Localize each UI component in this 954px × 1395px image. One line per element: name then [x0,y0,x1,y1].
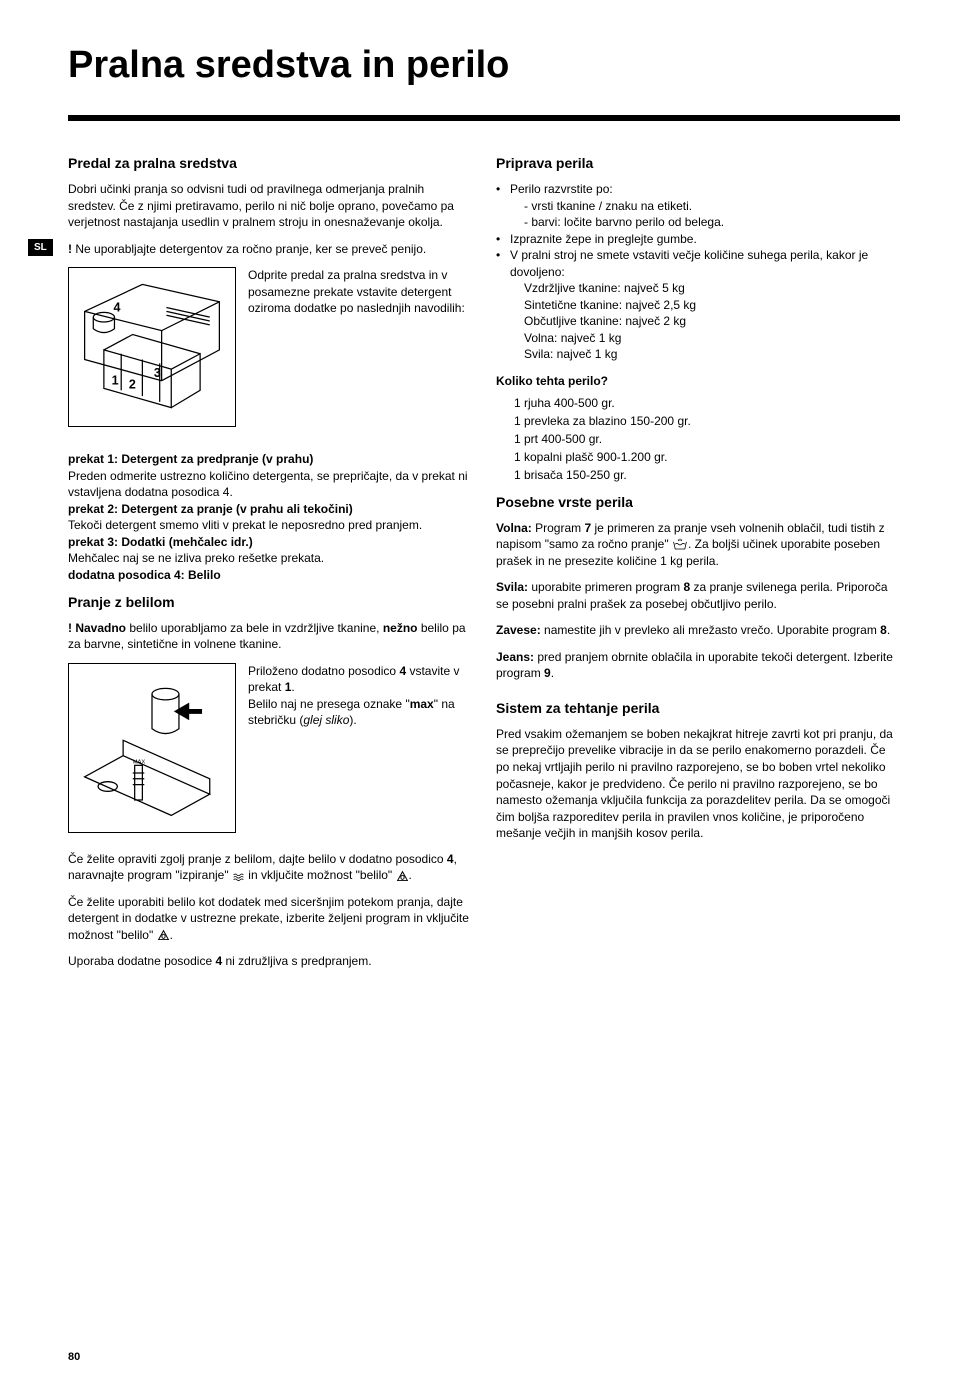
text: in vključite možnost "belilo" [248,868,395,882]
compartment-block: prekat 1: Detergent za predpranje (v pra… [68,451,472,583]
italic-text: glej sliko [303,713,349,727]
text: Belilo naj ne presega oznake " [248,697,410,711]
fabric-paragraph-svila: Svila: uporabite primeren program 8 za p… [496,579,900,612]
paragraph: Pred vsakim ožemanjem se boben nekajkrat… [496,726,900,842]
sub-bullet: Sintetične tkanine: največ 2,5 kg [510,297,900,314]
weight-item: 1 rjuha 400-500 gr. [514,394,900,412]
paragraph: Če želite uporabiti belilo kot dodatek m… [68,894,472,944]
bold-text: ! Navadno [68,621,126,635]
warning-paragraph: ! Ne uporabljajte detergentov za ročno p… [68,241,472,258]
section-heading-predal: Predal za pralna sredstva [68,155,472,171]
text: ). [349,713,356,727]
sub-bullet: - barvi: ločite barvno perilo od belega. [510,214,900,231]
language-tab: SL [28,239,53,256]
text: belilo uporabljamo za bele in vzdržljive… [126,621,383,635]
text: Uporaba dodatne posodice [68,954,215,968]
bullet-text: Izpraznite žepe in preglejte gumbe. [510,231,900,248]
bold-text: Jeans: [496,650,537,664]
section-heading-belilo: Pranje z belilom [68,594,472,610]
sub-bullet: Vzdržljive tkanine: največ 5 kg [510,280,900,297]
right-column: Priprava perila • Perilo razvrstite po: … [496,145,900,980]
text: . [551,666,554,680]
bleach-icon [157,929,170,942]
bold-text: max [410,697,434,711]
text: . [409,868,412,882]
compartment-number-3: 3 [154,366,161,380]
text: Priloženo dodatno posodico [248,664,399,678]
weight-item: 1 prt 400-500 gr. [514,430,900,448]
text: . [887,623,890,637]
text: Če želite opraviti zgolj pranje z belilo… [68,852,447,866]
compartment-heading: prekat 1: Detergent za predpranje (v pra… [68,452,313,466]
warning-paragraph: ! Navadno belilo uporabljamo za bele in … [68,620,472,653]
compartment-number-1: 1 [112,374,119,388]
page-number: 80 [68,1351,80,1363]
text: pred pranjem obrnite oblačila in uporabi… [496,650,893,681]
bleach-cup-diagram: MAX [68,663,236,833]
rinse-icon [232,870,245,883]
warning-text: Ne uporabljajte detergentov za ročno pra… [75,242,426,256]
detergent-drawer-diagram: 1 2 3 4 [68,267,236,427]
text: namestite jih v prevleko ali mrežasto vr… [544,623,880,637]
bold-text: Zavese: [496,623,544,637]
paragraph: Dobri učinki pranja so odvisni tudi od p… [68,181,472,231]
left-column: Predal za pralna sredstva Dobri učinki p… [68,145,472,980]
bullet-list: • Perilo razvrstite po: - vrsti tkanine … [496,181,900,363]
paragraph: Uporaba dodatne posodice 4 ni združljiva… [68,953,472,970]
bold-text: 9 [544,666,551,680]
weight-item: 1 kopalni plašč 900-1.200 gr. [514,448,900,466]
text: . [170,928,173,942]
sub-bullet: - vrsti tkanine / znaku na etiketi. [510,198,900,215]
compartment-text: Tekoči detergent smemo vliti v prekat le… [68,518,422,532]
sub-bullet: Volna: največ 1 kg [510,330,900,347]
handwash-icon [672,538,688,552]
fabric-paragraph-volna: Volna: Program 7 je primeren za pranje v… [496,520,900,570]
fabric-paragraph-zavese: Zavese: namestite jih v prevleko ali mre… [496,622,900,639]
bold-text: 8 [880,623,887,637]
text: ni združljiva s predpranjem. [222,954,371,968]
text: Program [535,521,584,535]
compartment-number-2: 2 [129,378,136,392]
compartment-heading: dodatna posodica 4: Belilo [68,568,221,582]
compartment-text: Preden odmerite ustrezno količino deterg… [68,469,468,500]
bold-text: Volna: [496,521,535,535]
max-label: MAX [133,759,146,765]
title-rule [68,115,900,121]
bold-text: nežno [383,621,418,635]
page-title: Pralna sredstva in perilo [68,44,954,87]
bold-text: Svila: [496,580,531,594]
weight-item: 1 brisača 150-250 gr. [514,466,900,484]
bullet-text: Perilo razvrstite po: [510,182,613,196]
sub-bullet: Svila: največ 1 kg [510,346,900,363]
bullet-text: V pralni stroj ne smete vstaviti večje k… [510,248,868,279]
section-heading-tehtanje: Sistem za tehtanje perila [496,700,900,716]
weight-heading: Koliko tehta perilo? [496,373,900,390]
compartment-heading: prekat 3: Dodatki (mehčalec idr.) [68,535,253,549]
compartment-number-4: 4 [114,301,121,315]
compartment-text: Mehčalec naj se ne izliva preko rešetke … [68,551,324,565]
text: uporabite primeren program [531,580,683,594]
weight-list: 1 rjuha 400-500 gr. 1 prevleka za blazin… [514,394,900,484]
text: . [291,680,294,694]
bleach-icon [396,870,409,883]
bold-text: 4 [447,852,454,866]
text: Če želite uporabiti belilo kot dodatek m… [68,895,469,942]
sub-bullet: Občutljive tkanine: največ 2 kg [510,313,900,330]
weight-item: 1 prevleka za blazino 150-200 gr. [514,412,900,430]
content-columns: Predal za pralna sredstva Dobri učinki p… [0,145,954,980]
compartment-heading: prekat 2: Detergent za pranje (v prahu a… [68,502,353,516]
paragraph: Če želite opraviti zgolj pranje z belilo… [68,851,472,884]
fabric-paragraph-jeans: Jeans: pred pranjem obrnite oblačila in … [496,649,900,682]
section-heading-posebne: Posebne vrste perila [496,494,900,510]
section-heading-priprava: Priprava perila [496,155,900,171]
